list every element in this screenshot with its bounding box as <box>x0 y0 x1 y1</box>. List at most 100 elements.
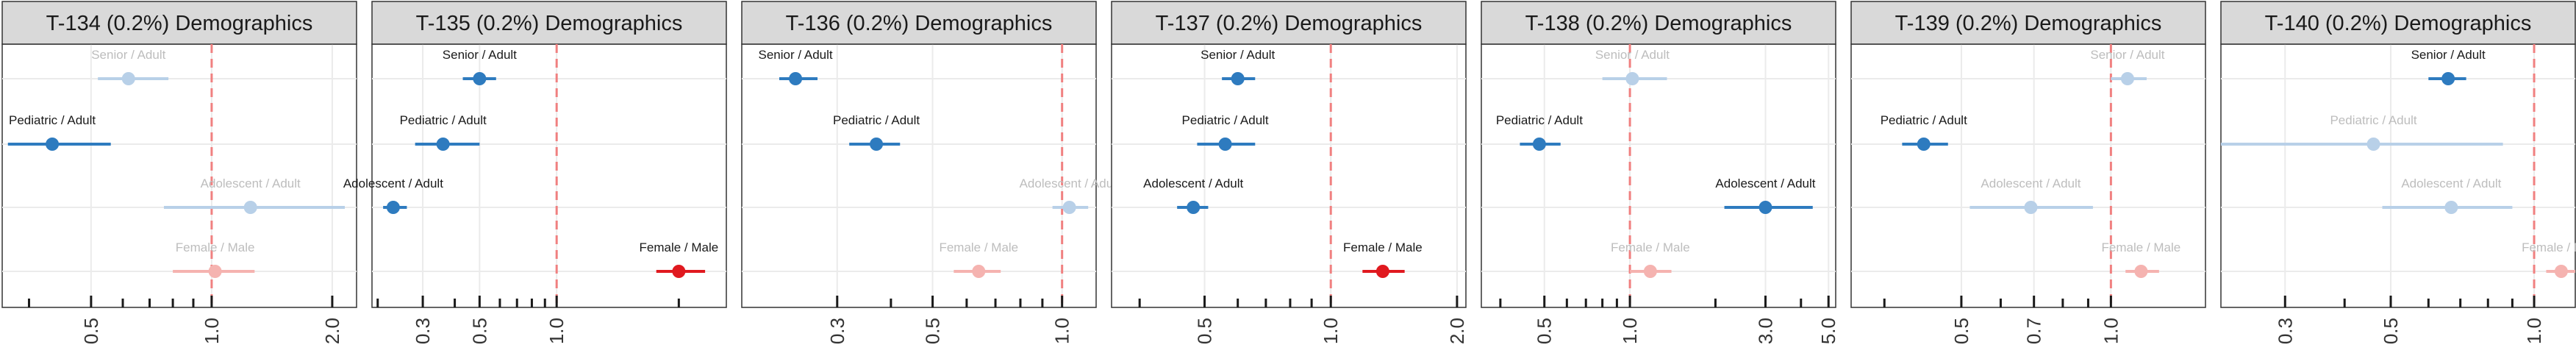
tick-label: 2.0 <box>1446 318 1468 344</box>
point-label: Female / Male <box>1343 240 1423 254</box>
point-label: Adolescent / Adult <box>343 176 443 190</box>
panel-title: T-139 (0.2%) Demographics <box>1895 12 2162 35</box>
strip-header <box>1481 1 1836 45</box>
strip-header <box>1850 1 2206 45</box>
tick-label: 1.0 <box>2523 318 2545 344</box>
tick-label: 3.0 <box>1754 318 1776 344</box>
point-label: Senior / Adult <box>91 48 165 62</box>
point-label: Pediatric / Adult <box>1881 113 1967 127</box>
point-estimate <box>473 72 487 85</box>
point-label: Pediatric / Adult <box>2330 113 2416 127</box>
point-estimate <box>243 201 257 214</box>
point-estimate <box>1375 265 1389 278</box>
point-estimate <box>1218 138 1232 151</box>
tick-label: 2.0 <box>321 318 343 344</box>
point-estimate <box>1625 72 1639 85</box>
point-estimate <box>2444 201 2458 214</box>
point-label: Pediatric / Adult <box>400 113 487 127</box>
tick-label: 1.0 <box>1051 318 1073 344</box>
point-estimate <box>2366 138 2380 151</box>
tick-label: 0.7 <box>2023 318 2045 344</box>
point-label: Adolescent / Adult <box>1020 176 1120 190</box>
point-estimate <box>2554 265 2568 278</box>
panel-title: T-138 (0.2%) Demographics <box>1525 12 1792 35</box>
strip-header <box>741 1 1097 45</box>
point-estimate <box>121 72 135 85</box>
point-label: Adolescent / Adult <box>1143 176 1243 190</box>
panel-frame <box>371 43 727 308</box>
panel-title: T-135 (0.2%) Demographics <box>416 12 683 35</box>
point-estimate <box>2120 72 2134 85</box>
point-estimate <box>972 265 986 278</box>
tick-label: 0.5 <box>80 318 102 344</box>
point-label: Senior / Adult <box>2411 48 2486 62</box>
point-estimate <box>1759 201 1772 214</box>
forest-panel: T-139 (0.2%) Demographics Senior / Adult P… <box>1850 1 2206 344</box>
point-estimate <box>1532 138 1546 151</box>
panel-frame <box>741 43 1097 308</box>
point-estimate <box>436 138 450 151</box>
point-label: Senior / Adult <box>2090 48 2164 62</box>
strip-header <box>1111 1 1467 45</box>
panel-title: T-140 (0.2%) Demographics <box>2265 12 2532 35</box>
point-label: Adolescent / Adult <box>2401 176 2501 190</box>
point-estimate <box>1231 72 1245 85</box>
point-label: Pediatric / Adult <box>1182 113 1269 127</box>
forest-panel: T-136 (0.2%) Demographics Senior / Adult P… <box>741 1 1120 344</box>
point-label: Female / Male <box>176 240 255 254</box>
tick-label: 1.0 <box>1619 318 1641 344</box>
point-label: Senior / Adult <box>759 48 833 62</box>
point-label: Pediatric / Adult <box>9 113 96 127</box>
tick-label: 1.0 <box>201 318 223 344</box>
tick-label: 0.5 <box>1534 318 1556 344</box>
point-estimate <box>2441 72 2455 85</box>
point-estimate <box>672 265 686 278</box>
point-label: Female / Male <box>639 240 718 254</box>
panel-frame <box>1 43 357 308</box>
tick-label: 0.5 <box>468 318 490 344</box>
panel-title: T-134 (0.2%) Demographics <box>46 12 313 35</box>
point-estimate <box>1062 201 1076 214</box>
tick-label: 5.0 <box>1817 318 1839 344</box>
point-label: Female / Male <box>1611 240 1690 254</box>
panel-frame <box>1111 43 1467 308</box>
tick-label: 0.5 <box>1194 318 1216 344</box>
point-estimate <box>2134 265 2148 278</box>
point-estimate <box>870 138 884 151</box>
point-label: Female / Male <box>2102 240 2181 254</box>
tick-label: 0.3 <box>2274 318 2296 344</box>
strip-header <box>371 1 727 45</box>
panel-frame <box>1850 43 2206 308</box>
tick-label: 0.5 <box>1950 318 1972 344</box>
tick-label: 0.3 <box>826 318 848 344</box>
point-estimate <box>386 201 400 214</box>
tick-label: 1.0 <box>2100 318 2122 344</box>
panel-frame <box>1481 43 1836 308</box>
point-label: Adolescent / Adult <box>1715 176 1815 190</box>
strip-header <box>1 1 357 45</box>
point-label: Senior / Adult <box>1595 48 1670 62</box>
tick-label: 1.0 <box>1320 318 1342 344</box>
point-label: Pediatric / Adult <box>1496 113 1583 127</box>
point-label: Senior / Adult <box>1201 48 1275 62</box>
panel-title: T-136 (0.2%) Demographics <box>786 12 1053 35</box>
panel-title: T-137 (0.2%) Demographics <box>1156 12 1423 35</box>
strip-header <box>2220 1 2576 45</box>
tick-label: 1.0 <box>545 318 568 344</box>
point-label: Adolescent / Adult <box>201 176 301 190</box>
forest-panel: T-134 (0.2%) Demographics Senior / Adult P… <box>1 1 357 344</box>
point-estimate <box>208 265 222 278</box>
tick-label: 0.3 <box>412 318 434 344</box>
forest-panel: T-140 (0.2%) Demographics Senior / Adult P… <box>2220 1 2576 344</box>
forest-panel: T-138 (0.2%) Demographics Senior / Adult P… <box>1481 1 1839 344</box>
point-estimate <box>1187 201 1201 214</box>
point-label: Female / Male <box>939 240 1018 254</box>
point-estimate <box>46 138 60 151</box>
point-estimate <box>1643 265 1657 278</box>
point-label: Adolescent / Adult <box>1981 176 2081 190</box>
forest-panel: T-137 (0.2%) Demographics Senior / Adult P… <box>1111 1 1468 344</box>
point-estimate <box>2024 201 2038 214</box>
point-estimate <box>789 72 803 85</box>
tick-label: 0.5 <box>2380 318 2402 344</box>
